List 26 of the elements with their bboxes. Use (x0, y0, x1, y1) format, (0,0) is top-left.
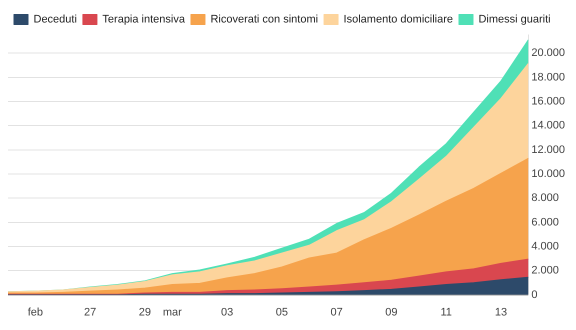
x-tick-label: 05 (276, 306, 288, 318)
legend-label: Ricoverati con sintomi (210, 14, 318, 26)
y-tick-label: 20.000 (531, 47, 566, 60)
y-tick-label: 14.000 (531, 120, 566, 132)
x-tick-label: feb (28, 306, 44, 318)
y-tick-label: 8.000 (531, 192, 559, 204)
legend-label: Terapia intensiva (102, 14, 186, 26)
x-tick-label: mar (162, 306, 182, 318)
y-tick-label: 12.000 (531, 144, 566, 156)
y-tick-label: 10.000 (531, 168, 566, 180)
y-tick-label: 0 (531, 288, 538, 301)
x-tick-label: 09 (385, 306, 398, 318)
y-tick-label: 2.000 (531, 264, 559, 277)
legend-label: Dimessi guariti (478, 14, 551, 26)
y-tick-label: 16.000 (531, 95, 566, 108)
y-tick-label: 4.000 (531, 240, 559, 252)
y-tick-label: 6.000 (531, 216, 559, 228)
legend-label: Isolamento domiciliare (344, 14, 453, 26)
x-tick-label: 27 (84, 306, 96, 318)
x-tick-label: 13 (494, 306, 508, 318)
x-tick-label: 07 (330, 306, 343, 318)
x-tick-label: 29 (138, 306, 152, 318)
y-tick-label: 18.000 (531, 71, 566, 84)
x-tick-label: 11 (440, 306, 452, 318)
legend-label: Deceduti (34, 14, 77, 26)
x-tick-label: 03 (220, 306, 234, 318)
